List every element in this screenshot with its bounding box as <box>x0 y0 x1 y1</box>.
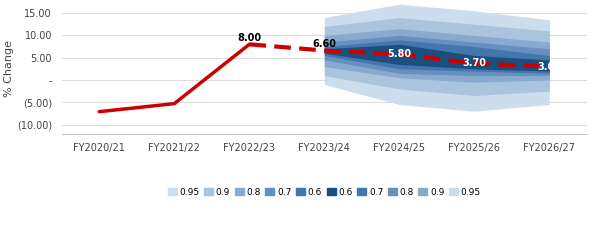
Text: 3.70: 3.70 <box>462 58 486 68</box>
Y-axis label: % Change: % Change <box>4 40 14 97</box>
Text: 5.80: 5.80 <box>387 49 411 59</box>
Text: 3.00: 3.00 <box>537 62 561 72</box>
Text: 6.60: 6.60 <box>312 39 336 49</box>
Text: (5.30): (5.30) <box>233 105 266 115</box>
Legend: 0.95, 0.9, 0.8, 0.7, 0.6, 0.6, 0.7, 0.8, 0.9, 0.95: 0.95, 0.9, 0.8, 0.7, 0.6, 0.6, 0.7, 0.8,… <box>164 184 485 200</box>
Text: 8.00: 8.00 <box>237 33 261 43</box>
Text: (7.10): (7.10) <box>158 113 191 123</box>
